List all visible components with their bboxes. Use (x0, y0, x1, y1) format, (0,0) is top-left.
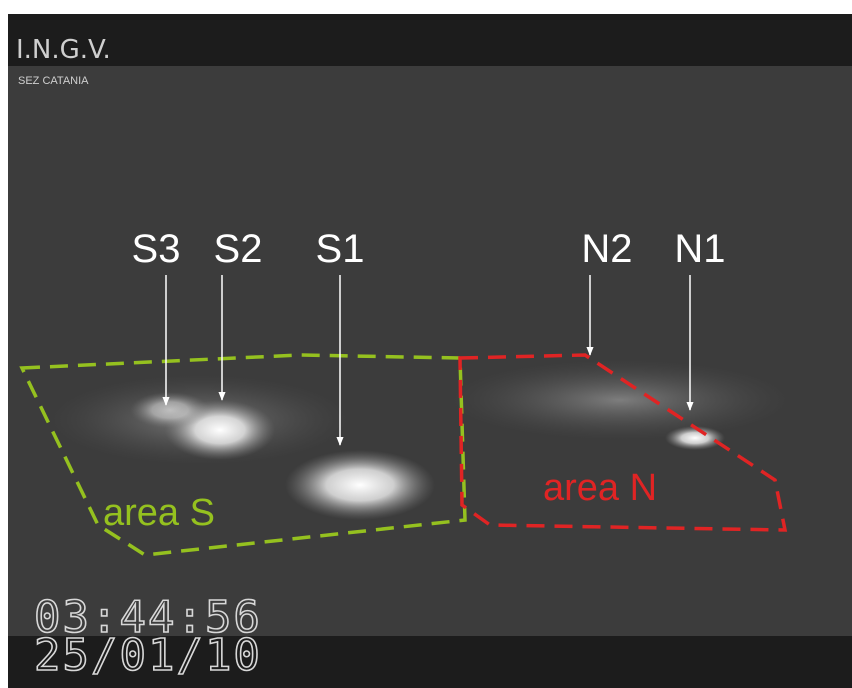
frame (8, 14, 852, 688)
date: 25/01/10 (34, 630, 262, 681)
glow (665, 426, 725, 450)
glow (285, 450, 435, 520)
haze (450, 360, 790, 440)
area-label: area N (543, 467, 657, 509)
glow (130, 392, 210, 428)
thermal-image: I.N.G.V. SEZ CATANIA S3 S2 S1 N2 N1 area… (0, 0, 852, 688)
vent-label: N1 (674, 227, 725, 271)
vent-label: S2 (214, 227, 263, 271)
section: SEZ CATANIA (18, 75, 89, 87)
vent-label: S3 (132, 227, 181, 271)
vent-label: S1 (316, 227, 365, 271)
top-band (8, 14, 852, 66)
logo: I.N.G.V. (16, 35, 111, 65)
area-label: area S (103, 492, 215, 534)
vent-label: N2 (581, 227, 632, 271)
